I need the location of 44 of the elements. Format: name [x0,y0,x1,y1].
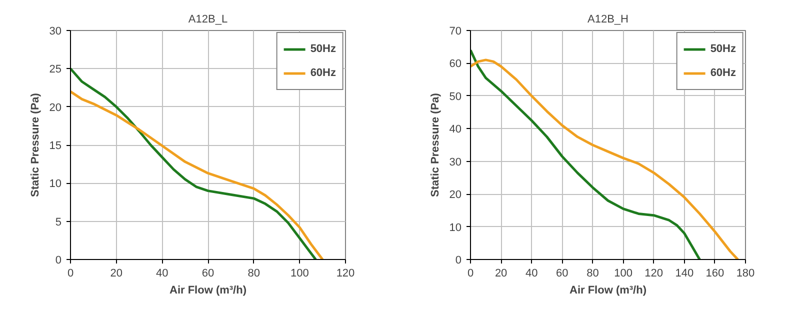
x-tick-label: 180 [736,268,755,280]
x-tick-label: 0 [467,268,474,280]
x-tick-label: 160 [706,268,724,280]
line-series [470,58,740,260]
legend-label: 50Hz [310,43,336,55]
legend-label: 60Hz [710,67,736,79]
chart-title: A12B_H [588,14,629,26]
y-tick-label: 50 [449,90,462,103]
x-tick-label: 80 [248,268,260,280]
y-tick-label: 20 [49,102,62,114]
y-tick-label: 20 [449,189,462,202]
x-tick-label: 100 [614,268,632,280]
x-tick-label: 140 [675,268,694,280]
legend-label: 60Hz [310,67,336,79]
x-tick-label: 60 [202,268,214,280]
y-tick-label: 70 [449,26,462,38]
y-tick-label: 60 [449,58,462,70]
y-axis-title: Static Pressure (Pa) [429,92,442,197]
x-tick-label: 120 [336,268,355,280]
chart-title: A12B_L [188,14,228,26]
y-tick-label: 0 [55,254,62,266]
y-axis-title: Static Pressure (Pa) [29,92,42,197]
x-tick-label: 20 [494,268,508,280]
y-tick-label: 10 [49,178,62,190]
x-axis-title: Air Flow (m³/h) [570,284,647,296]
legend-label: 50Hz [710,43,736,55]
y-tick-label: 5 [55,216,62,228]
y-tick-label: 25 [49,64,62,76]
x-tick-label: 80 [586,268,599,280]
x-tick-label: 40 [525,268,538,280]
x-tick-label: 60 [556,268,568,280]
y-tick-label: 10 [449,222,462,234]
y-tick-label: 15 [49,140,62,152]
x-axis-title: Air Flow (m³/h) [170,284,247,296]
x-tick-label: 40 [156,268,168,280]
line-series [470,48,701,260]
x-tick-label: 20 [110,268,122,280]
y-tick-label: 30 [449,156,462,168]
x-tick-label: 0 [67,268,74,280]
y-tick-label: 40 [449,124,462,136]
x-tick-label: 120 [644,268,664,280]
y-tick-label: 0 [455,254,462,266]
y-tick-label: 30 [49,26,62,38]
x-tick-label: 100 [290,268,309,280]
